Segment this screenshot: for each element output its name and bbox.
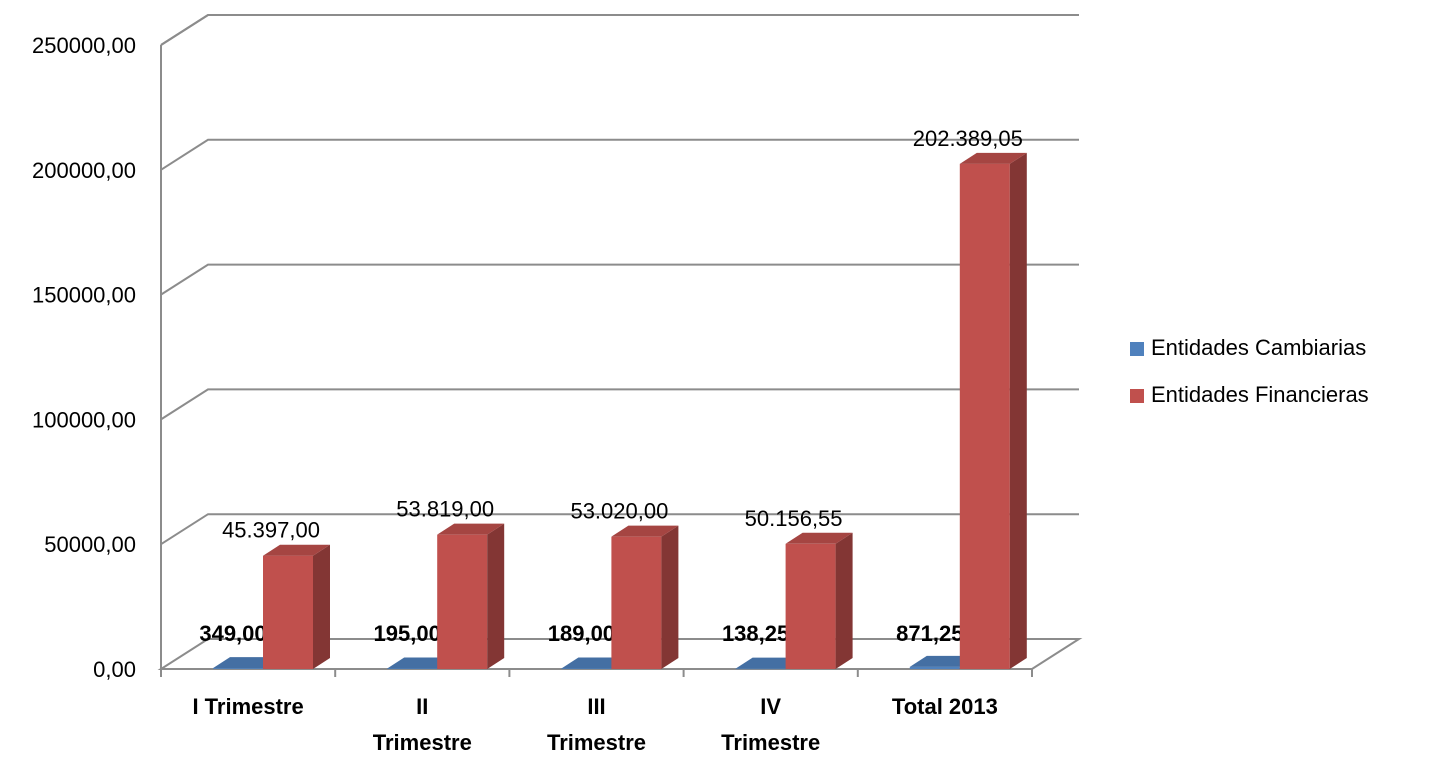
data-label-financieras: 53.020,00 [570, 499, 668, 524]
bar-entidades-cambiarias-front [735, 668, 786, 670]
bar-entidades-financieras-side [661, 525, 679, 669]
bar-entidades-financieras-front [611, 536, 662, 669]
x-category-label: Total 2013 [892, 694, 998, 719]
gridline [160, 14, 1079, 46]
y-tick-label: 250000,00 [32, 33, 136, 58]
x-category-label: I Trimestre [192, 694, 303, 719]
x-category-label: Trimestre [373, 730, 472, 753]
gridline [160, 138, 1079, 171]
bar-entidades-financieras-top [611, 525, 679, 537]
gridline [160, 263, 1079, 296]
bar-entidades-financieras-top [263, 544, 330, 556]
bar-entidades-financieras-front [263, 555, 313, 669]
bar-entidades-financieras [959, 152, 1027, 670]
x-category-label: Trimestre [721, 730, 820, 753]
x-category-label: IV [760, 694, 781, 719]
bar-entidades-financieras [263, 544, 330, 669]
y-tick-label: 50000,00 [44, 532, 136, 557]
legend-label: Entidades Financieras [1151, 382, 1369, 407]
bar-entidades-financieras-front [959, 163, 1010, 670]
x-category-label: Trimestre [547, 730, 646, 753]
bar-entidades-financieras-top [959, 152, 1027, 164]
bar-entidades-cambiarias-front [909, 666, 960, 669]
bar-entidades-financieras-side [487, 523, 505, 669]
gridline [160, 513, 1079, 546]
data-label-cambiarias: 349,00 [199, 621, 266, 646]
y-tick-label: 150000,00 [32, 283, 136, 308]
legend-swatch [1130, 389, 1144, 403]
y-axis-top-edge [160, 14, 209, 46]
data-label-financieras: 53.819,00 [396, 497, 494, 522]
bar-entidades-financieras-front [785, 543, 836, 669]
bar-entidades-cambiarias-front [213, 668, 263, 669]
bar-entidades-cambiarias-front [561, 668, 612, 670]
bar-entidades-financieras-side [1009, 152, 1027, 670]
x-category-label: II [416, 694, 428, 719]
bar-entidades-financieras [785, 532, 853, 669]
bar-entidades-financieras-side [835, 532, 853, 669]
bar-entidades-financieras [437, 523, 505, 669]
bar-entidades-financieras-top [437, 523, 505, 535]
data-label-financieras: 50.156,55 [745, 506, 843, 531]
legend-swatch [1130, 342, 1144, 356]
data-label-cambiarias: 871,25 [896, 621, 963, 646]
data-label-financieras: 45.397,00 [222, 518, 320, 543]
data-label-cambiarias: 189,00 [548, 621, 615, 646]
data-label-cambiarias: 195,00 [374, 621, 441, 646]
y-tick-label: 100000,00 [32, 407, 136, 432]
bar-entidades-financieras-side [313, 544, 330, 669]
gridline [160, 388, 1079, 421]
data-label-cambiarias: 138,25 [722, 621, 789, 646]
y-tick-label: 0,00 [93, 657, 136, 682]
y-tick-label: 200000,00 [32, 158, 136, 183]
bar-entidades-cambiarias-front [387, 668, 438, 670]
x-category-label: III [587, 694, 605, 719]
bar-entidades-financieras-top [785, 532, 853, 544]
bar-entidades-financieras-front [437, 534, 488, 669]
legend-label: Entidades Cambiarias [1151, 335, 1366, 360]
bar-entidades-financieras [611, 525, 679, 669]
data-label-financieras: 202.389,05 [913, 126, 1023, 151]
